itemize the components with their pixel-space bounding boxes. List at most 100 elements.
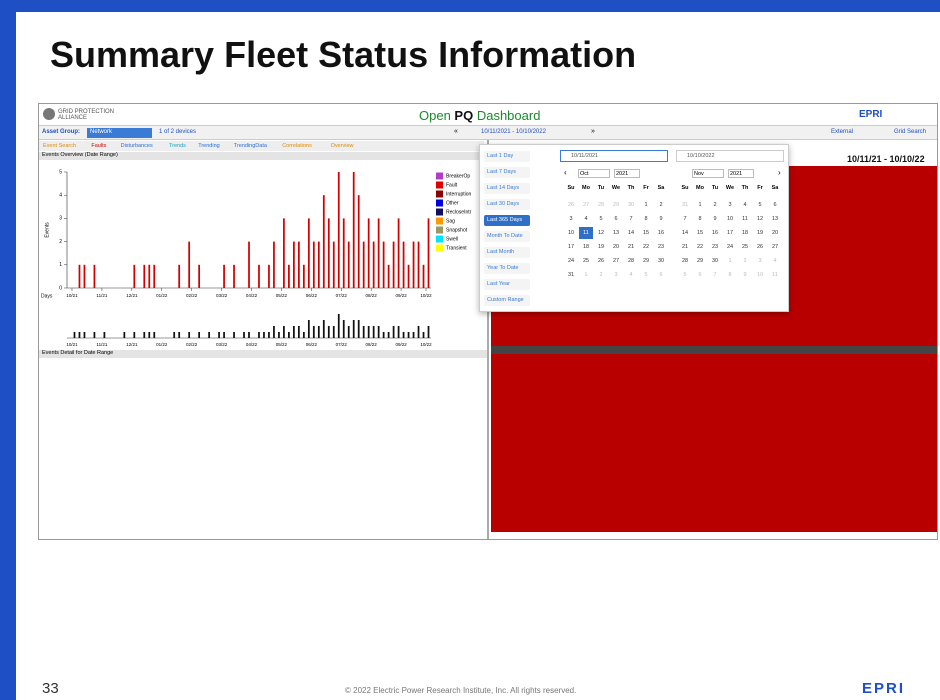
day[interactable]: 1 bbox=[698, 202, 702, 208]
day[interactable]: 23 bbox=[711, 244, 719, 250]
day[interactable]: 6 bbox=[659, 272, 663, 278]
day[interactable]: 4 bbox=[743, 202, 747, 208]
day[interactable]: 13 bbox=[612, 230, 620, 236]
day[interactable]: 11 bbox=[579, 227, 593, 239]
tab[interactable]: Faults bbox=[91, 143, 107, 149]
nav-arrow[interactable]: › bbox=[778, 168, 781, 177]
tab[interactable]: Event Search bbox=[43, 143, 77, 149]
day[interactable]: 30 bbox=[711, 258, 719, 264]
day[interactable]: 17 bbox=[726, 230, 734, 236]
day[interactable]: 11 bbox=[772, 272, 778, 278]
day[interactable]: 1 bbox=[584, 272, 588, 278]
day[interactable]: 7 bbox=[629, 216, 633, 222]
day[interactable]: 17 bbox=[567, 244, 575, 250]
day[interactable]: 25 bbox=[582, 258, 590, 264]
preset[interactable]: Last 365 Days bbox=[484, 215, 530, 226]
day[interactable]: 9 bbox=[743, 272, 747, 278]
day[interactable]: 30 bbox=[657, 258, 665, 264]
day[interactable]: 2 bbox=[599, 272, 603, 278]
day[interactable]: 21 bbox=[627, 244, 635, 250]
day[interactable]: 24 bbox=[726, 244, 734, 250]
day[interactable]: 6 bbox=[614, 216, 618, 222]
search-link[interactable]: Grid Search bbox=[894, 129, 927, 135]
day[interactable]: 10 bbox=[726, 216, 734, 222]
tab[interactable]: Correlations bbox=[282, 143, 312, 149]
day[interactable]: 5 bbox=[644, 272, 648, 278]
preset[interactable]: Last 14 Days bbox=[484, 183, 530, 194]
preset[interactable]: Custom Range bbox=[484, 295, 530, 306]
preset[interactable]: Month To Date bbox=[484, 231, 530, 242]
day[interactable]: 19 bbox=[597, 244, 605, 250]
asset-group-select[interactable]: Network bbox=[87, 128, 152, 138]
day[interactable]: 15 bbox=[642, 230, 650, 236]
day[interactable]: 26 bbox=[567, 202, 575, 208]
day[interactable]: 13 bbox=[771, 216, 779, 222]
tab[interactable]: Trends bbox=[169, 143, 186, 149]
preset[interactable]: Last Year bbox=[484, 279, 530, 290]
day[interactable]: 2 bbox=[743, 258, 747, 264]
day[interactable]: 5 bbox=[758, 202, 762, 208]
day[interactable]: 14 bbox=[681, 230, 689, 236]
date-range[interactable]: 10/11/2021 - 10/10/2022 bbox=[481, 129, 546, 135]
day[interactable]: 16 bbox=[657, 230, 665, 236]
prev-button[interactable]: « bbox=[454, 128, 458, 135]
year-select[interactable]: 2021 bbox=[728, 169, 754, 178]
day[interactable]: 4 bbox=[584, 216, 588, 222]
day[interactable]: 9 bbox=[713, 216, 717, 222]
day[interactable]: 29 bbox=[612, 202, 620, 208]
day[interactable]: 11 bbox=[742, 216, 748, 222]
day[interactable]: 16 bbox=[711, 230, 719, 236]
year-select[interactable]: 2021 bbox=[614, 169, 640, 178]
day[interactable]: 29 bbox=[642, 258, 650, 264]
day[interactable]: 8 bbox=[728, 272, 732, 278]
day[interactable]: 28 bbox=[627, 258, 635, 264]
day[interactable]: 6 bbox=[698, 272, 702, 278]
day[interactable]: 27 bbox=[582, 202, 590, 208]
day[interactable]: 1 bbox=[728, 258, 732, 264]
day[interactable]: 22 bbox=[642, 244, 650, 250]
day[interactable]: 3 bbox=[758, 258, 762, 264]
preset[interactable]: Last 7 Days bbox=[484, 167, 530, 178]
day[interactable]: 26 bbox=[597, 258, 605, 264]
day[interactable]: 18 bbox=[582, 244, 590, 250]
next-button[interactable]: » bbox=[591, 128, 595, 135]
preset[interactable]: Year To Date bbox=[484, 263, 530, 274]
day[interactable]: 29 bbox=[696, 258, 704, 264]
day[interactable]: 27 bbox=[771, 244, 779, 250]
preset[interactable]: Last 1 Day bbox=[484, 151, 530, 162]
day[interactable]: 10 bbox=[756, 272, 764, 278]
day[interactable]: 19 bbox=[756, 230, 764, 236]
day[interactable]: 28 bbox=[597, 202, 605, 208]
day[interactable]: 3 bbox=[569, 216, 573, 222]
day[interactable]: 26 bbox=[756, 244, 764, 250]
tab[interactable]: Disturbances bbox=[120, 143, 153, 149]
day[interactable]: 8 bbox=[698, 216, 702, 222]
day[interactable]: 2 bbox=[713, 202, 717, 208]
day[interactable]: 9 bbox=[659, 216, 663, 222]
day[interactable]: 18 bbox=[741, 230, 749, 236]
external-link[interactable]: External bbox=[831, 129, 854, 135]
tab[interactable]: TrendingData bbox=[233, 143, 267, 149]
day[interactable]: 12 bbox=[597, 230, 605, 236]
day[interactable]: 25 bbox=[741, 244, 749, 250]
day[interactable]: 12 bbox=[756, 216, 764, 222]
day[interactable]: 5 bbox=[683, 272, 687, 278]
day[interactable]: 7 bbox=[713, 272, 717, 278]
day[interactable]: 30 bbox=[627, 202, 635, 208]
day[interactable]: 21 bbox=[681, 244, 689, 250]
day[interactable]: 4 bbox=[629, 272, 633, 278]
day[interactable]: 4 bbox=[773, 258, 777, 264]
day[interactable]: 27 bbox=[612, 258, 620, 264]
preset[interactable]: Last 30 Days bbox=[484, 199, 530, 210]
preset[interactable]: Last Month bbox=[484, 247, 530, 258]
day[interactable]: 24 bbox=[567, 258, 575, 264]
day[interactable]: 31 bbox=[567, 272, 575, 278]
tab[interactable]: Trending bbox=[198, 143, 220, 149]
day[interactable]: 5 bbox=[599, 216, 603, 222]
day[interactable]: 23 bbox=[657, 244, 665, 250]
day[interactable]: 20 bbox=[771, 230, 779, 236]
month-select[interactable]: Nov bbox=[692, 169, 724, 178]
tab[interactable]: Overview bbox=[330, 143, 354, 149]
day[interactable]: 7 bbox=[683, 216, 687, 222]
day[interactable]: 6 bbox=[773, 202, 777, 208]
